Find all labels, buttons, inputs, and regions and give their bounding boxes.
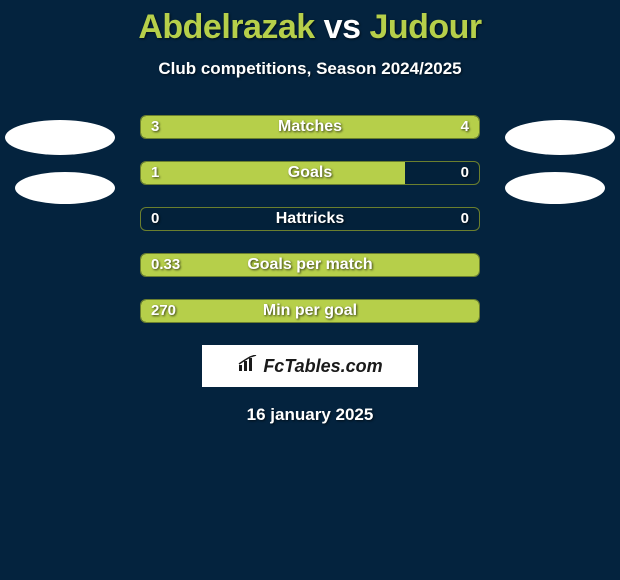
player2-avatar-bottom <box>505 172 605 204</box>
stat-row: 34Matches <box>140 115 480 139</box>
comparison-title: Abdelrazak vs Judour <box>0 0 620 47</box>
stat-label: Matches <box>141 116 479 138</box>
date: 16 january 2025 <box>0 405 620 425</box>
stat-label: Goals per match <box>141 254 479 276</box>
player1-avatar-bottom <box>15 172 115 204</box>
stat-label: Hattricks <box>141 208 479 230</box>
player1-name: Abdelrazak <box>138 8 314 46</box>
logo-box: FcTables.com <box>202 345 418 387</box>
logo: FcTables.com <box>237 355 382 378</box>
chart-icon <box>237 355 259 378</box>
stat-row: 00Hattricks <box>140 207 480 231</box>
player2-avatar-top <box>505 120 615 155</box>
stat-label: Min per goal <box>141 300 479 322</box>
stat-label: Goals <box>141 162 479 184</box>
title-vs: vs <box>324 8 361 46</box>
subtitle: Club competitions, Season 2024/2025 <box>0 59 620 79</box>
player2-name: Judour <box>369 8 481 46</box>
stat-row: 10Goals <box>140 161 480 185</box>
logo-text: FcTables.com <box>263 356 382 377</box>
stat-row: 0.33Goals per match <box>140 253 480 277</box>
stat-row: 270Min per goal <box>140 299 480 323</box>
comparison-chart: 34Matches 10Goals 00Hattricks 0.33Goals per… <box>140 115 480 323</box>
player1-avatar-top <box>5 120 115 155</box>
